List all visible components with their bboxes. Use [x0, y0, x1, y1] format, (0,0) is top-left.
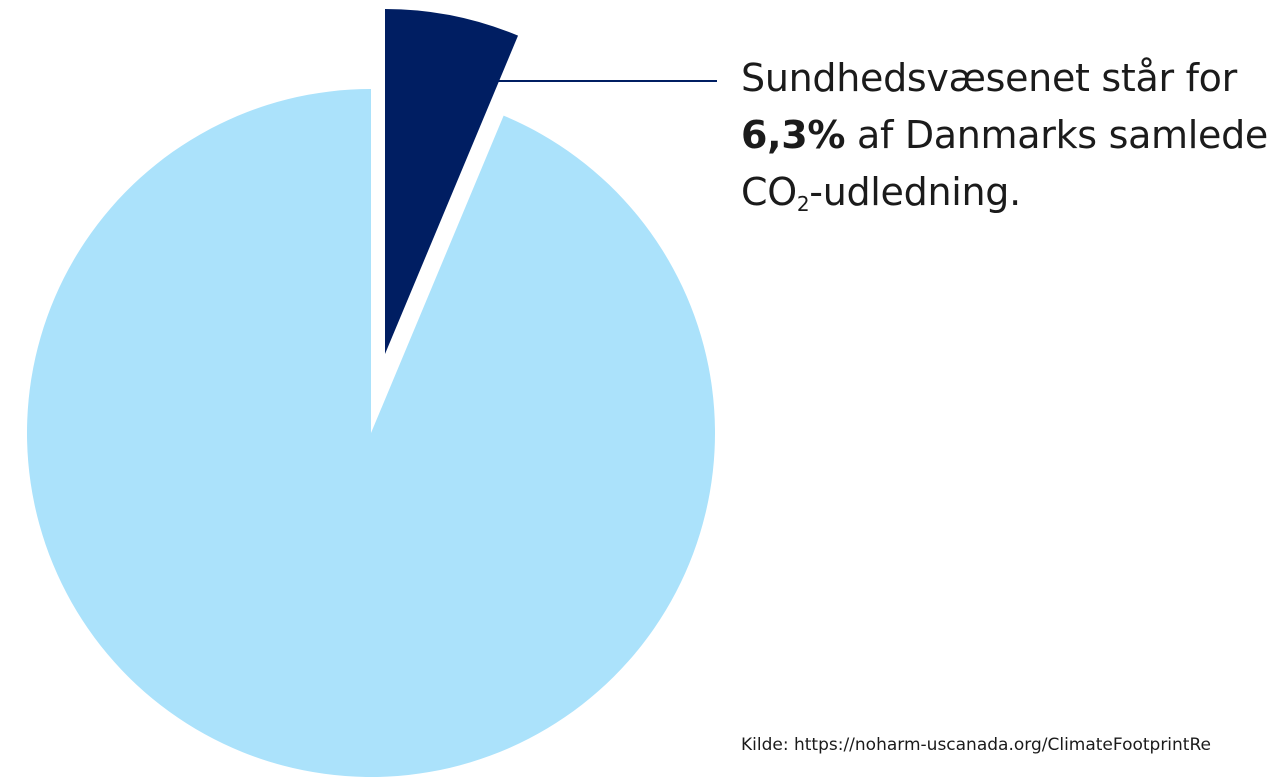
pie-slice-0 [385, 9, 519, 354]
annotation-line-2-text: af Danmarks samlede [845, 113, 1269, 157]
annotation-line-3-text: -udledning. [809, 170, 1021, 214]
annotation-line-3: CO2-udledning. [741, 164, 1271, 221]
annotation-subscript: 2 [796, 192, 810, 216]
pie-slices [26, 9, 715, 778]
slice-annotation: Sundhedsvæsenet står for 6,3% af Danmark… [741, 50, 1271, 221]
annotation-co-text: CO [741, 170, 797, 214]
annotation-value: 6,3% [741, 113, 846, 157]
annotation-line-2: 6,3% af Danmarks samlede [741, 107, 1271, 164]
source-note: Kilde: https://noharm-uscanada.org/Clima… [741, 735, 1211, 755]
pie-slice-1 [26, 89, 715, 778]
annotation-line-1: Sundhedsvæsenet står for [741, 56, 1237, 100]
